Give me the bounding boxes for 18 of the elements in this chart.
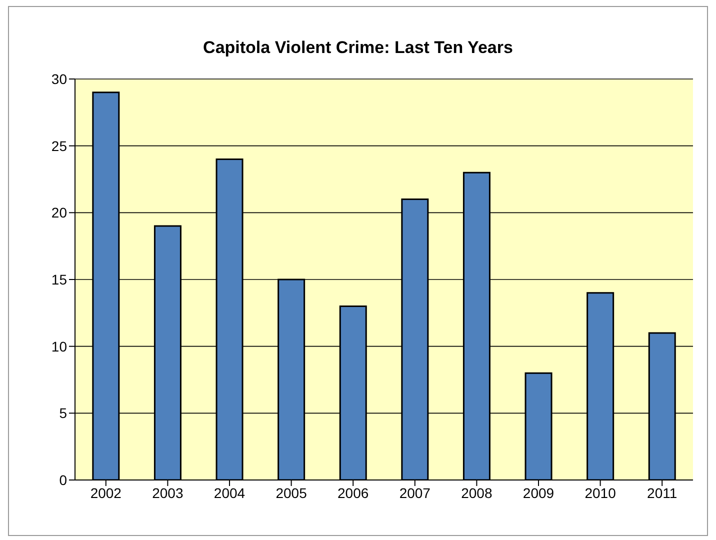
x-tick-label: 2002: [90, 484, 122, 501]
x-tick-label: 2011: [647, 484, 678, 501]
x-tick-label: 2008: [461, 484, 492, 501]
y-tick-label: 15: [51, 271, 68, 288]
y-tick-label: 30: [51, 70, 68, 87]
x-tick-label: 2010: [584, 484, 616, 501]
x-tick-label: 2009: [522, 484, 554, 501]
y-tick-label: 20: [51, 204, 68, 221]
y-tick-label: 5: [59, 405, 68, 422]
chart-title: Capitola Violent Crime: Last Ten Years: [202, 38, 514, 58]
y-tick-label: 25: [51, 138, 68, 154]
x-tick-label: 2004: [214, 484, 246, 501]
y-tick-label: 0: [59, 472, 68, 488]
y-tick-label: 10: [51, 338, 68, 354]
x-tick-label: 2003: [152, 484, 184, 501]
x-tick-label: 2007: [399, 484, 431, 501]
x-tick-label: 2006: [338, 484, 369, 501]
x-tick-label: 2005: [276, 484, 308, 501]
